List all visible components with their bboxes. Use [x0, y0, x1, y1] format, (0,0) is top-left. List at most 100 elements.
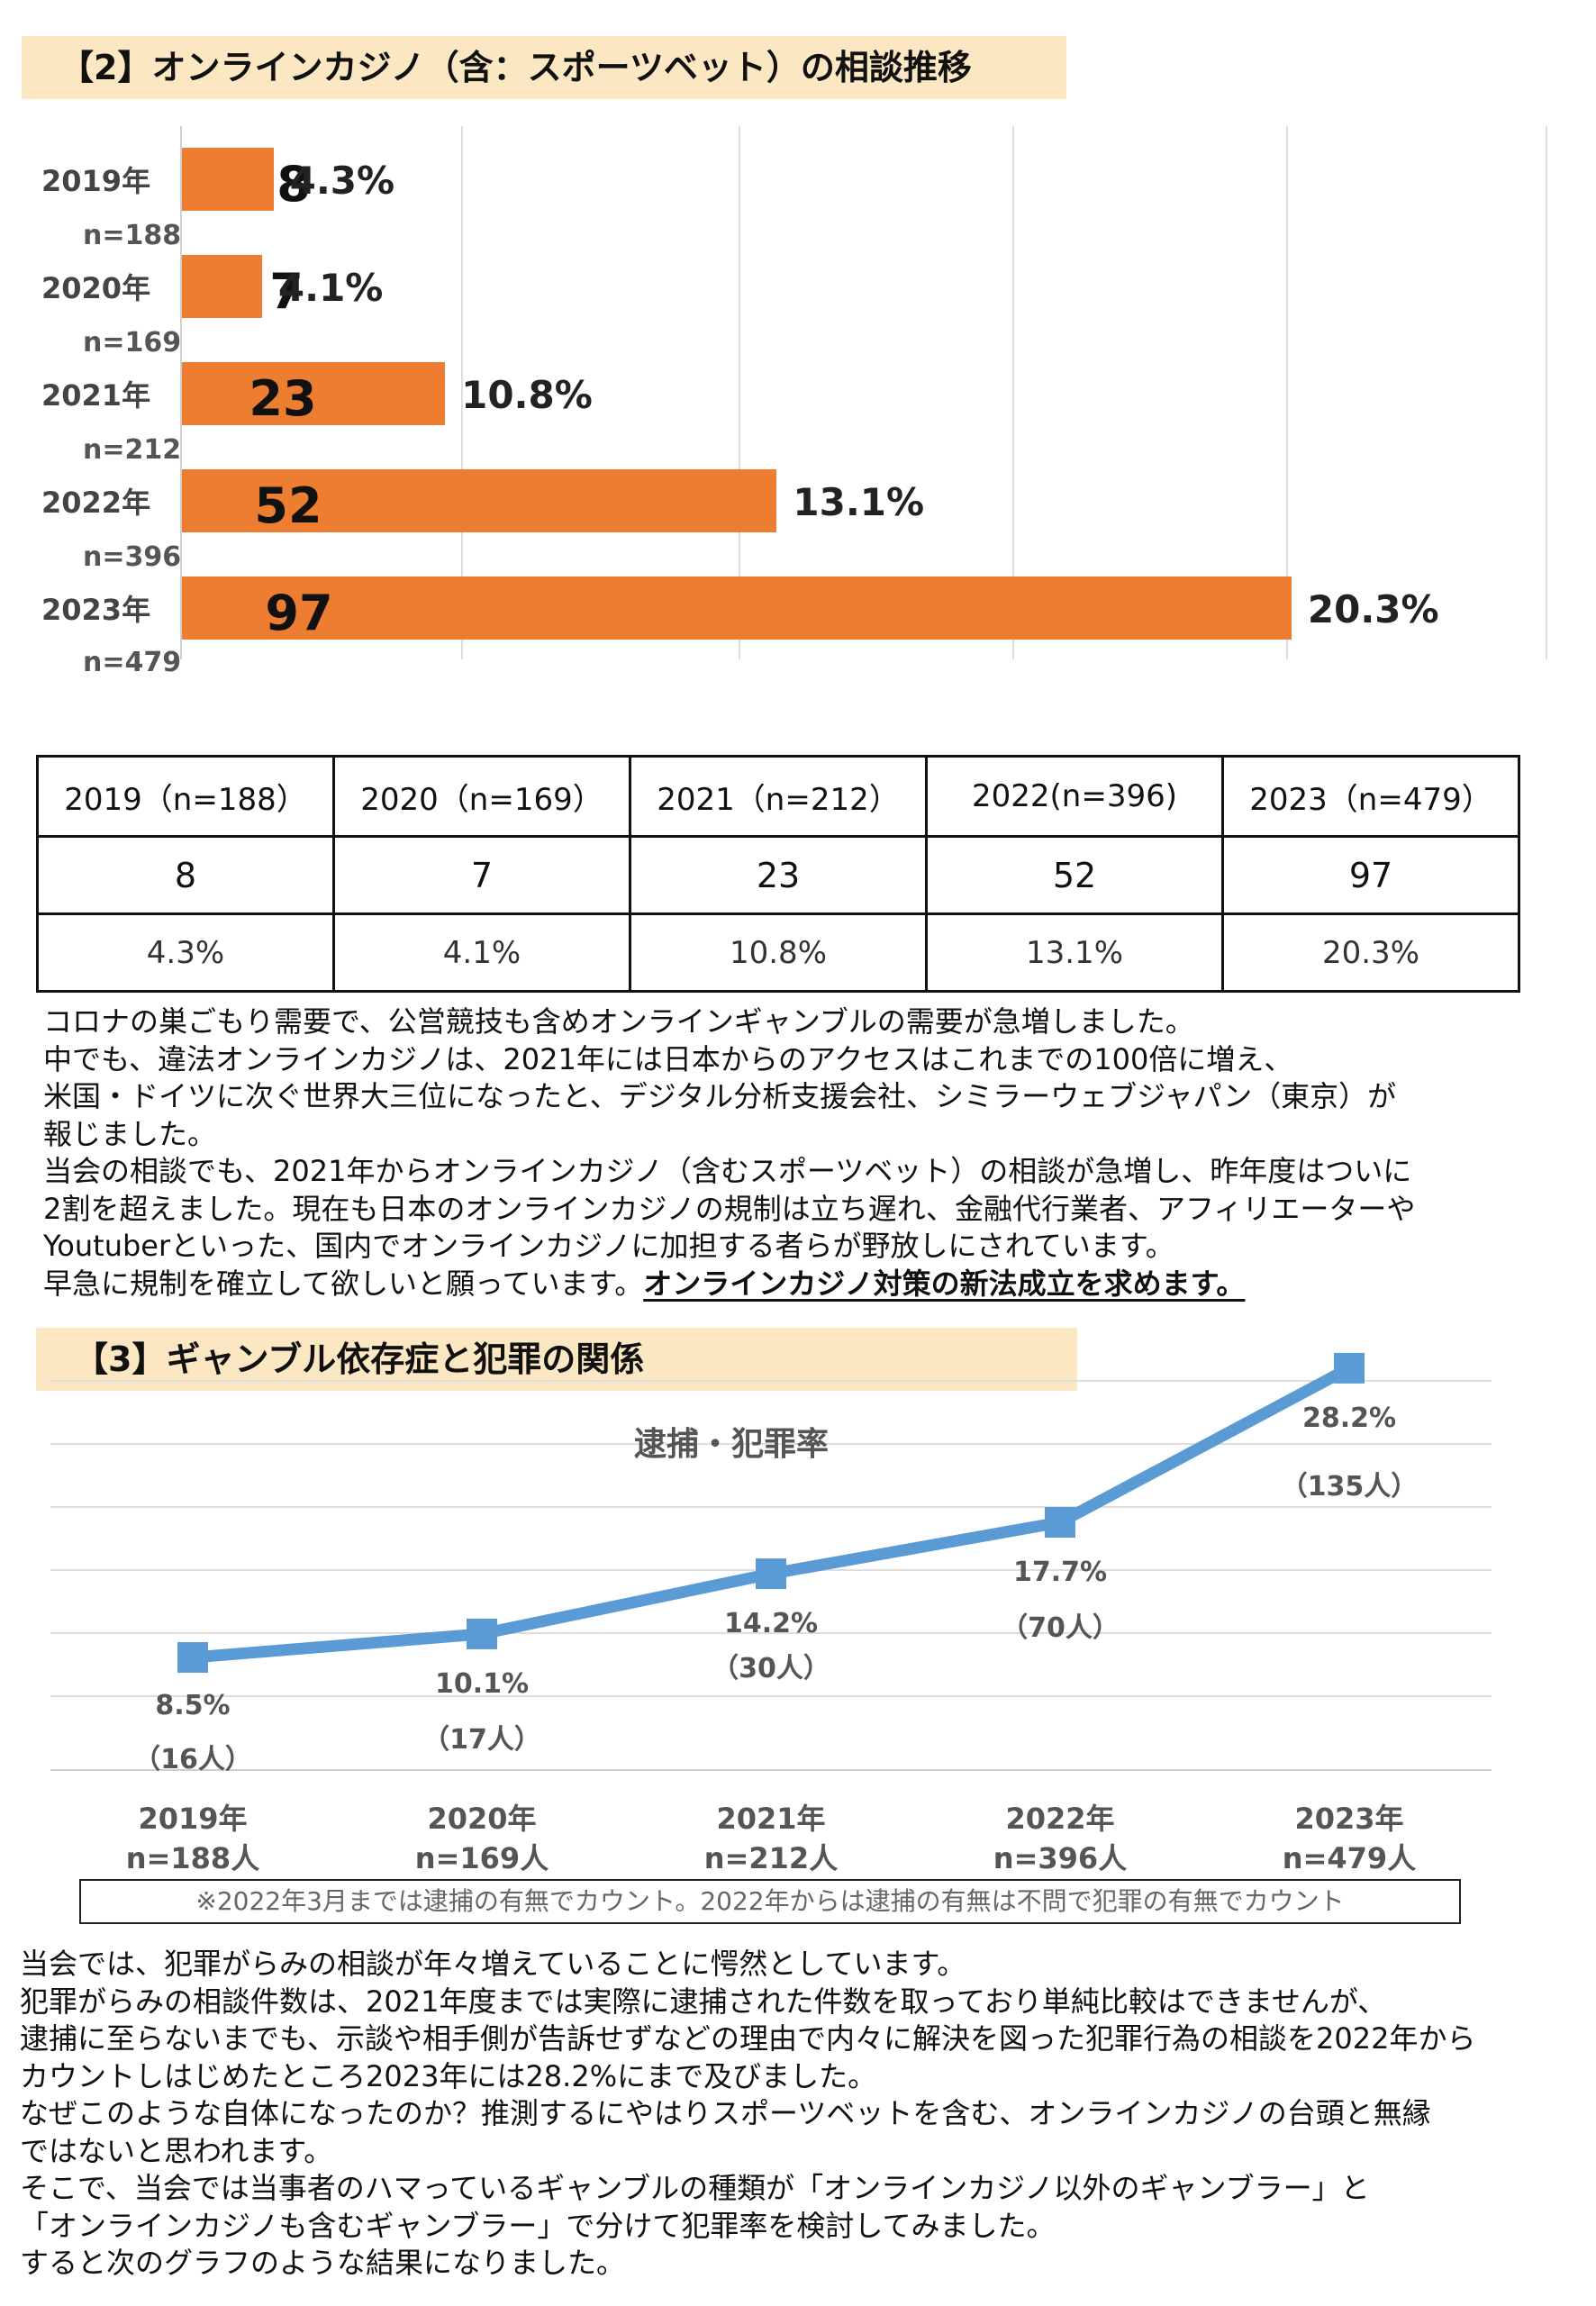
x-axis-year-label: 2023年 [1294, 1802, 1404, 1836]
data-point-marker [1334, 1352, 1365, 1384]
table-header-cell: 2019（n=188） [36, 755, 335, 838]
bar-percent-label: 4.3% [289, 159, 395, 203]
table-cell-percent: 4.3% [36, 912, 335, 993]
bar-2019年 [182, 148, 274, 211]
paragraph-line: 米国・ドイツに次ぐ世界大三位になったと、デジタル分析支援会社、シミラーウェブジャ… [43, 1079, 1397, 1113]
paragraph-line: 中でも、違法オンラインカジノは、2021年には日本からのアクセスはこれまでの10… [43, 1041, 1293, 1076]
paragraph-line: Youtuberといった、国内でオンラインカジノに加担する者らが野放しにされてい… [43, 1229, 1174, 1263]
bar-chart-axis [180, 126, 182, 659]
x-axis-n-label: n=188人 [125, 1841, 260, 1875]
paragraph-line: 当会の相談でも、2021年からオンラインカジノ（含むスポーツベット）の相談が急増… [43, 1154, 1412, 1188]
gridline [50, 1380, 1492, 1382]
point-value-label: 14.2% [723, 1608, 819, 1640]
gridline [739, 126, 740, 659]
table-row-percents: 4.3% 4.1% 10.8% 13.1% 20.3% [36, 912, 1520, 993]
chart-note: ※2022年3月までは逮捕の有無でカウント。2022年からは逮捕の有無は不問で犯… [79, 1879, 1461, 1924]
gridline [50, 1769, 1492, 1771]
table-header-cell: 2021（n=212） [629, 755, 928, 838]
bar-percent-label: 13.1% [793, 480, 925, 524]
gridline [1012, 126, 1014, 659]
x-axis-n-label: n=479人 [1282, 1841, 1417, 1875]
table-cell-percent: 4.1% [332, 912, 631, 993]
point-count-label: （135人） [1280, 1470, 1419, 1503]
table-cell-count: 8 [36, 835, 335, 915]
table-cell-percent: 20.3% [1221, 912, 1520, 993]
gridline [50, 1506, 1492, 1508]
section3-paragraph: 当会では、犯罪がらみの相談が年々増えていることに愕然としています。 犯罪がらみの… [20, 1946, 1475, 2283]
bar-year-label: 2022年 [41, 486, 151, 520]
bar-n-label: n=188 [83, 220, 182, 251]
table-header-cell: 2020（n=169） [332, 755, 631, 838]
table-cell-percent: 10.8% [629, 912, 928, 993]
paragraph-text: 早急に規制を確立して欲しいと願っています。 [43, 1266, 644, 1301]
x-axis-n-label: n=212人 [703, 1841, 839, 1875]
bar-2021年 [182, 362, 446, 425]
paragraph-line: なぜこのような自体になったのか？推測するにやはりスポーツベットを含む、オンライン… [20, 2096, 1431, 2130]
point-value-label: 8.5% [155, 1690, 231, 1721]
table-header-cell: 2023（n=479） [1221, 755, 1520, 838]
paragraph-line: 犯罪がらみの相談件数は、2021年度までは実際に逮捕された件数を取っており単純比… [20, 1984, 1387, 2019]
gridline [461, 126, 463, 659]
bar-2022年 [182, 469, 777, 532]
emphasis-text: オンラインカジノ対策の新法成立を求めます。 [643, 1266, 1246, 1301]
gridline [50, 1569, 1492, 1571]
x-axis-n-label: n=169人 [414, 1841, 549, 1875]
bar-year-label: 2019年 [41, 164, 151, 198]
bar-count-label: 52 [254, 477, 322, 534]
data-point-marker [756, 1558, 786, 1590]
table-cell-count: 23 [629, 835, 928, 915]
bar-percent-label: 20.3% [1307, 587, 1439, 631]
table-header-row: 2019（n=188） 2020（n=169） 2021（n=212） 2022… [36, 755, 1520, 838]
bar-count-label: 8 [277, 156, 311, 213]
paragraph-line: 逮捕に至らないまでも、示談や相手側が告訴せずなどの理由で内々に解決を図った犯罪行… [20, 2021, 1476, 2056]
table-row-counts: 8 7 23 52 97 [36, 835, 1520, 915]
paragraph-line: 早急に規制を確立して欲しいと願っています。オンラインカジノ対策の新法成立を求めま… [43, 1266, 1415, 1303]
point-count-label: （17人） [422, 1723, 541, 1756]
bar-year-label: 2021年 [41, 378, 151, 413]
bar-2023年 [182, 576, 1292, 640]
bar-year-label: 2020年 [41, 271, 151, 305]
paragraph-line: 報じました。 [43, 1116, 217, 1151]
paragraph-line: ではないと思われます。 [20, 2133, 333, 2168]
point-count-label: （70人） [1001, 1612, 1120, 1645]
data-point-marker [177, 1642, 208, 1673]
bar-count-label: 23 [249, 370, 317, 427]
bar-2020年 [182, 255, 262, 318]
gridline [50, 1695, 1492, 1697]
table-header-cell: 2022(n=396) [925, 755, 1224, 838]
table-cell-count: 52 [925, 835, 1224, 915]
section2-paragraph: コロナの巣ごもり需要で、公営競技も含めオンラインギャンブルの需要が急増しました。… [43, 1003, 1415, 1303]
bar-n-label: n=212 [83, 434, 182, 466]
gridline [1546, 126, 1547, 659]
bar-year-label: 2023年 [41, 593, 151, 627]
table-cell-count: 7 [332, 835, 631, 915]
x-axis-year-label: 2021年 [716, 1802, 826, 1836]
line-chart-title: 逮捕・犯罪率 [634, 1426, 830, 1463]
gridline [1286, 126, 1288, 659]
bar-n-label: n=169 [83, 327, 182, 359]
paragraph-line: すると次のグラフのような結果になりました。 [20, 2246, 626, 2280]
x-axis-year-label: 2022年 [1005, 1802, 1115, 1836]
bar-count-label: 97 [265, 585, 333, 641]
table-cell-percent: 13.1% [925, 912, 1224, 993]
data-point-marker [1045, 1507, 1075, 1539]
paragraph-line: 「オンラインカジノも含むギャンブラー」で分けて犯罪率を検討してみました。 [20, 2208, 1056, 2243]
bar-n-label: n=479 [83, 647, 182, 678]
consultation-table: 2019（n=188） 2020（n=169） 2021（n=212） 2022… [36, 755, 1520, 993]
table-cell-count: 97 [1221, 835, 1520, 915]
x-axis-year-label: 2019年 [138, 1802, 248, 1836]
point-value-label: 28.2% [1301, 1402, 1397, 1434]
bar-percent-label: 10.8% [461, 373, 593, 417]
point-value-label: 17.7% [1012, 1557, 1108, 1589]
x-axis-n-label: n=396人 [993, 1841, 1128, 1875]
bar-percent-label: 4.1% [277, 266, 384, 310]
paragraph-line: 2割を超えました。現在も日本のオンラインカジノの規制は立ち遅れ、金融代行業者、ア… [43, 1191, 1416, 1226]
bar-n-label: n=396 [83, 541, 182, 573]
bar-count-label: 7 [269, 263, 304, 320]
paragraph-line: 当会では、犯罪がらみの相談が年々増えていることに愕然としています。 [20, 1947, 966, 1981]
section2-title: 【2】オンラインカジノ（含：スポーツベット）の相談推移 [22, 36, 1066, 99]
x-axis-year-label: 2020年 [427, 1802, 537, 1836]
point-count-label: （30人） [712, 1653, 830, 1685]
paragraph-line: コロナの巣ごもり需要で、公営競技も含めオンラインギャンブルの需要が急増しました。 [43, 1004, 1194, 1039]
point-value-label: 10.1% [434, 1667, 530, 1700]
